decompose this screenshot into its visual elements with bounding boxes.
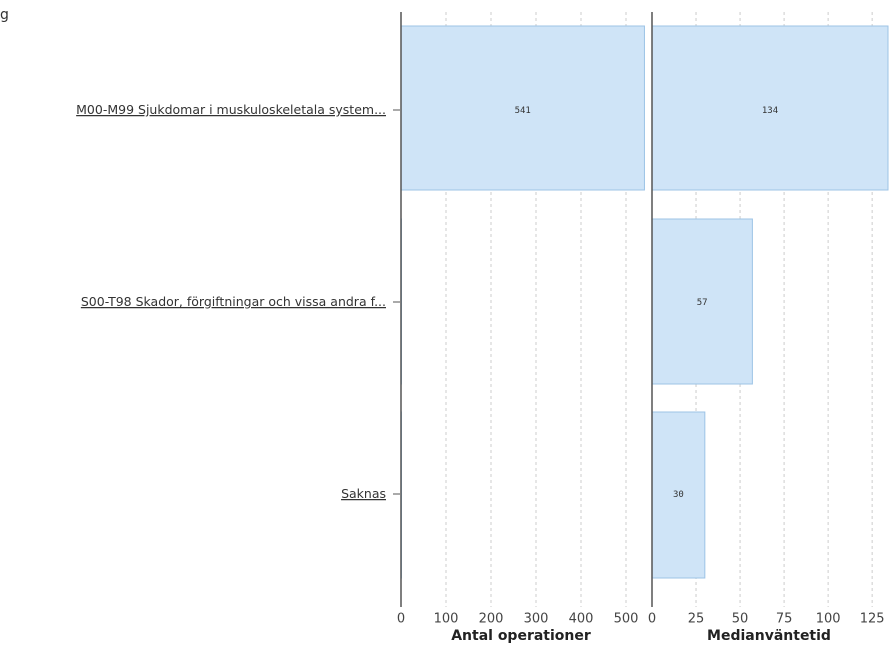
category-label: S00-T98 Skador, förgiftningar och vissa … — [81, 294, 386, 309]
panel2-tick-label: 100 — [816, 612, 841, 627]
bar-layer — [400, 25, 889, 579]
panel2-tick-label: 50 — [732, 612, 749, 627]
axis-layer — [393, 12, 653, 607]
panel2-tick-label: 25 — [688, 612, 705, 627]
panel2-data-label: 134 — [762, 106, 778, 116]
category-label: Saknas — [341, 486, 386, 501]
panel1-tick-label: 100 — [434, 612, 459, 627]
panel1-tick-label: 500 — [614, 612, 639, 627]
panel1-bar — [400, 25, 645, 191]
header-fragment: g — [0, 7, 9, 23]
panel2-x-axis-title: Medianväntetid — [707, 628, 831, 644]
panel1-tick-label: 300 — [524, 612, 549, 627]
panel2-bar — [651, 25, 889, 191]
panel2-bar — [651, 411, 706, 579]
panel2-bar — [651, 218, 753, 385]
panel1-tick-label: 400 — [569, 612, 594, 627]
panel1-data-label: 541 — [515, 106, 531, 116]
panel1-tick-label: 200 — [479, 612, 504, 627]
panel2-tick-label: 75 — [776, 612, 793, 627]
panel2-tick-label: 0 — [648, 612, 656, 627]
panel1-tick-label: 0 — [397, 612, 405, 627]
panel2-tick-label: 125 — [860, 612, 885, 627]
panel2-data-label: 57 — [697, 298, 708, 308]
label-layer: 0 100 200 300 400 500 541 0 25 50 75 100 125 134 57 30 M… — [76, 102, 884, 627]
category-label: M00-M99 Sjukdomar i muskuloskeletala sys… — [76, 102, 386, 117]
panel1-x-axis-title: Antal operationer — [451, 628, 591, 644]
panel2-data-label: 30 — [673, 490, 684, 500]
